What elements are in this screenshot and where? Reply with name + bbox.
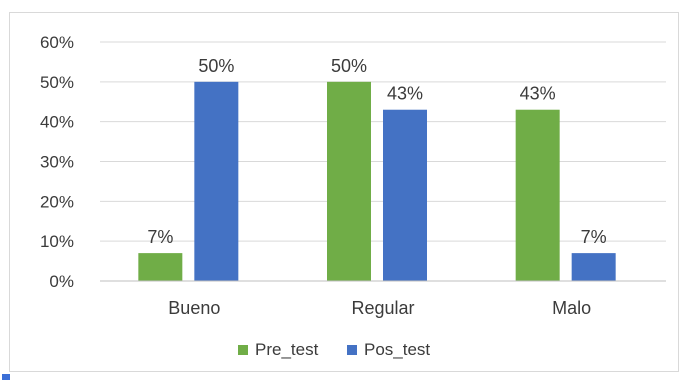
bar-pre-test-malo	[515, 109, 560, 281]
y-axis-ticks: 0% 10% 20% 30% 40% 50% 60%	[40, 33, 74, 291]
bar-pos-test-malo	[571, 253, 616, 281]
legend-swatch	[238, 345, 248, 355]
corner-mark	[2, 374, 10, 380]
y-tick-label: 20%	[40, 192, 74, 211]
x-category-label: Regular	[351, 298, 414, 318]
bar-pos-test-regular	[383, 109, 427, 281]
legend-label: Pos_test	[364, 340, 430, 359]
y-tick-label: 10%	[40, 232, 74, 251]
data-label: 7%	[581, 227, 607, 247]
y-tick-label: 50%	[40, 73, 74, 92]
y-tick-label: 60%	[40, 33, 74, 52]
data-label: 43%	[387, 84, 423, 104]
bar-pre-test-regular	[327, 81, 371, 281]
legend-label: Pre_test	[255, 340, 319, 359]
bar-pos-test-bueno	[194, 81, 239, 281]
y-tick-label: 30%	[40, 153, 74, 172]
bars	[100, 81, 666, 282]
x-category-label: Bueno	[168, 298, 220, 318]
data-label: 50%	[198, 56, 234, 76]
data-label: 50%	[331, 56, 367, 76]
data-labels: 7% 50% 50% 43% 43% 7%	[147, 56, 606, 247]
y-tick-label: 40%	[40, 113, 74, 132]
legend: Pre_test Pos_test	[238, 340, 430, 359]
y-tick-label: 0%	[49, 272, 74, 291]
x-axis-categories: Bueno Regular Malo	[168, 298, 591, 318]
x-category-label: Malo	[552, 298, 591, 318]
data-label: 43%	[520, 84, 556, 104]
bar-pre-test-bueno	[138, 253, 183, 281]
legend-swatch	[347, 345, 357, 355]
data-label: 7%	[147, 227, 173, 247]
